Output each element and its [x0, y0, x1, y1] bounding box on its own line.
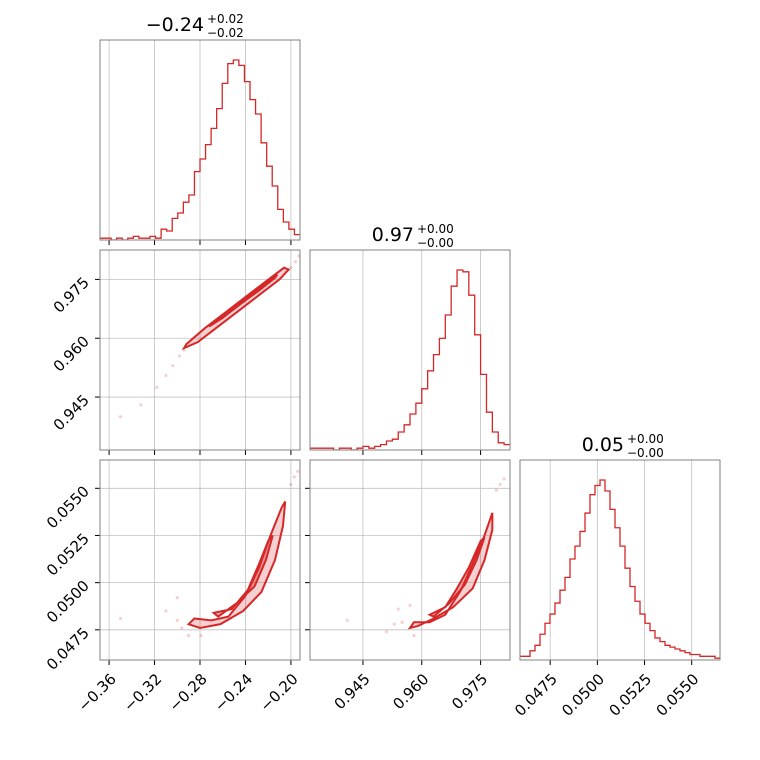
x-tick-label: −0.32 [120, 670, 165, 715]
panel-frame [99, 459, 301, 661]
scatter-point [400, 620, 404, 624]
scatter-point [175, 618, 179, 622]
title-median: −0.24 [146, 14, 204, 36]
x-tick-label: −0.36 [75, 670, 120, 715]
y-tick-label: 0.945 [50, 391, 93, 434]
scatter-point [396, 607, 400, 611]
contour-line-outer [186, 500, 287, 629]
scatter-point [164, 609, 168, 613]
panel-frame [309, 249, 511, 451]
scatter-point [384, 630, 389, 634]
histogram-step-line [100, 59, 300, 240]
histogram-step-line [520, 479, 720, 659]
title-upper-error: +0.02 [207, 12, 244, 26]
title-median: 0.05 [582, 434, 624, 456]
panel-frame [99, 39, 301, 241]
x-tick-label: 0.0475 [511, 670, 561, 720]
scatter-point [494, 488, 498, 492]
panel-content [118, 469, 300, 638]
scatter-point [289, 482, 293, 487]
x-tick-label: 0.945 [331, 670, 374, 713]
contour-fill-outer [188, 501, 286, 628]
x-tick-label: −0.28 [166, 670, 211, 715]
title-median: 0.97 [372, 224, 414, 246]
x-tick-label: −0.24 [211, 670, 256, 715]
scatter-point [171, 364, 175, 368]
scatter-point [296, 469, 300, 473]
scatter-point [502, 477, 506, 481]
scatter-point [187, 633, 191, 638]
panel-title: 0.05 +0.00−0.00 [582, 432, 664, 460]
x-tick-label: 0.0550 [653, 670, 703, 720]
y-tick-label: 0.0550 [43, 482, 93, 532]
scatter-point [412, 633, 416, 638]
scatter-point [118, 616, 123, 621]
scatter-point [392, 622, 396, 626]
scatter-point [118, 415, 123, 419]
scatter-point [199, 633, 203, 638]
x-tick-label: −0.20 [256, 670, 301, 715]
panel-title: 0.97 +0.00−0.00 [372, 222, 454, 250]
panel-frame [309, 459, 511, 661]
title-lower-error: −0.00 [627, 446, 664, 460]
contour-fill-outer [410, 512, 493, 628]
panel-1-0: 0.945 0.960 0.975 [50, 249, 301, 455]
scatter-point [164, 373, 168, 378]
scatter-point [155, 385, 159, 389]
panel-content [100, 59, 300, 240]
contour-line-outer [181, 266, 291, 351]
contour-line-inner [208, 273, 279, 328]
scatter-point [293, 260, 298, 264]
panel-title: −0.24 +0.02−0.02 [146, 12, 244, 40]
panel-content [520, 479, 720, 659]
scatter-point [292, 475, 296, 479]
y-tick-label: 0.0525 [43, 530, 93, 580]
panel-2-0: −0.36 −0.32 −0.28 −0.24 −0.200.04750.05000.0… [43, 459, 302, 715]
y-tick-label: 0.0475 [43, 624, 93, 674]
histogram-step-line [310, 269, 510, 450]
scatter-point [498, 482, 502, 487]
y-tick-label: 0.960 [50, 332, 93, 375]
panel-content [310, 269, 510, 450]
scatter-point [180, 626, 184, 630]
x-tick-label: 0.975 [448, 670, 491, 713]
scatter-point [345, 618, 349, 622]
title-upper-error: +0.00 [627, 432, 664, 446]
x-tick-label: 0.960 [389, 670, 432, 713]
scatter-point [177, 354, 182, 358]
panel-0-0: −0.24 +0.02−0.02 [99, 12, 301, 245]
contour-line-inner [427, 536, 486, 618]
x-tick-label: 0.0525 [605, 670, 655, 720]
panel-frame [519, 459, 721, 661]
y-tick-label: 0.0500 [43, 577, 93, 627]
scatter-point [408, 603, 412, 607]
contour-line-inner [211, 534, 274, 618]
title-lower-error: −0.00 [417, 236, 454, 250]
contour-line-outer [407, 512, 494, 630]
panel-content [118, 254, 300, 419]
x-tick-label: 0.0500 [558, 670, 608, 720]
panel-2-1: 0.945 0.960 0.975 [305, 459, 511, 713]
scatter-point [139, 403, 143, 407]
panel-frame [99, 249, 301, 451]
scatter-point [175, 596, 179, 600]
scatter-point [289, 266, 293, 270]
y-tick-label: 0.975 [50, 274, 93, 317]
title-lower-error: −0.02 [207, 26, 244, 40]
scatter-point [297, 254, 300, 258]
title-upper-error: +0.00 [417, 222, 454, 236]
panel-content [345, 477, 506, 638]
panel-1-1: 0.97 +0.00−0.00 [309, 222, 511, 455]
